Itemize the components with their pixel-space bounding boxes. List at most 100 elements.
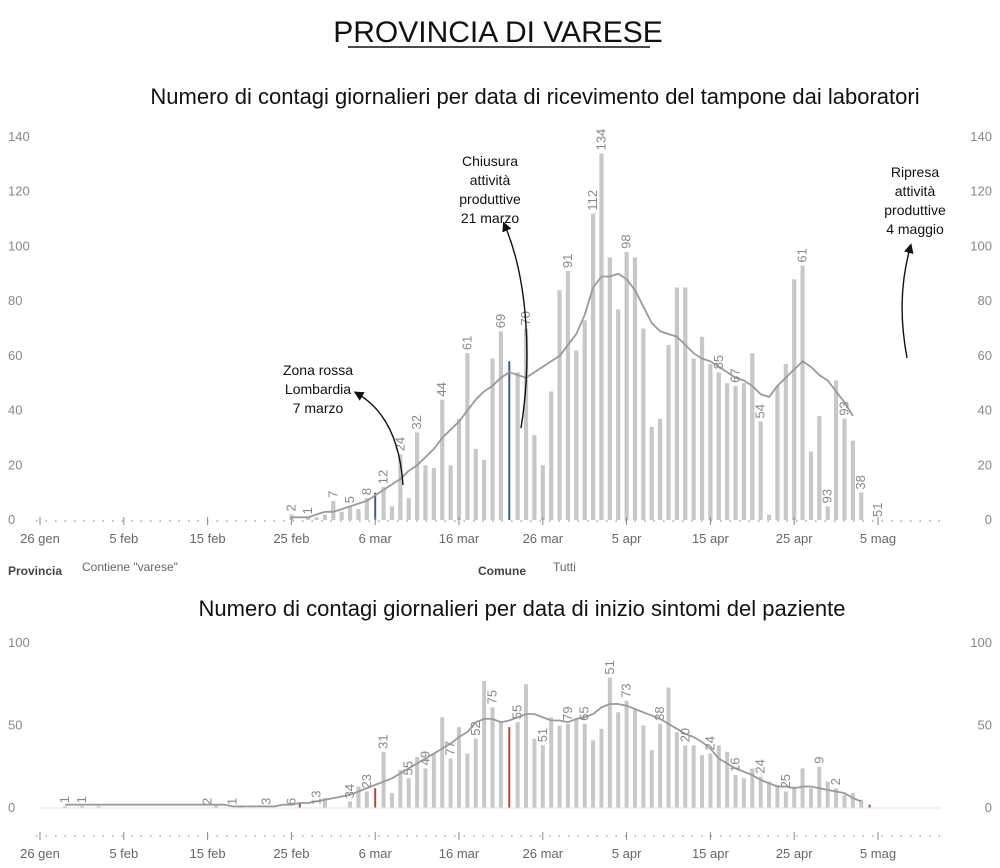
chart1-bar: [381, 487, 386, 520]
chart1-bar: [515, 372, 520, 520]
chart1-bar: [339, 511, 344, 520]
chart1-bar: [565, 271, 571, 520]
chart1-x-tick-label: 26 mar: [523, 531, 564, 546]
chart1-bar: [574, 350, 579, 520]
chart2-ytick-left: 0: [8, 800, 15, 815]
chart1-ytick-left: 140: [8, 129, 30, 144]
chart2-bar: [800, 768, 805, 808]
chart2-bar: [381, 751, 386, 808]
arrow-chiusura: [502, 221, 528, 429]
chart2-bar: [473, 738, 478, 808]
chart2-bar: [591, 740, 596, 808]
chart1-data-label: 12: [376, 470, 391, 484]
chart2-data-label: 1: [57, 796, 72, 803]
chart1-bar: [859, 492, 864, 520]
chart2-data-label: 6: [283, 798, 298, 805]
chart1-bar: [708, 364, 713, 520]
chart2-data-label: 23: [359, 774, 374, 788]
chart2-bar: [524, 684, 529, 808]
chart1-x-tick-label: 6 mar: [359, 531, 393, 546]
chart2-x-tick-label: 5 apr: [612, 846, 642, 861]
chart2-bar: [574, 718, 579, 808]
chart2-bar: [96, 806, 101, 808]
chart1-data-label: 2: [283, 504, 298, 511]
chart2-bar: [674, 732, 679, 808]
chart1-data-label: 7: [325, 491, 340, 498]
chart2-data-label: 49: [418, 751, 433, 765]
chart2-bar: [632, 709, 637, 808]
chart2-bar: [63, 806, 68, 808]
chart2-bar: [515, 722, 520, 808]
filter-provincia-label: Provincia: [8, 564, 62, 578]
arrow-zona-rossa: [353, 391, 404, 486]
chart2-bar: [859, 799, 864, 808]
chart2-bar: [457, 727, 461, 808]
chart2-ytick-left: 100: [8, 635, 30, 650]
chart2-x-tick-label: 15 apr: [692, 846, 730, 861]
chart2-bar: [364, 791, 369, 808]
chart2-moving-average-line: [65, 703, 862, 808]
chart1-data-label: 61: [795, 248, 810, 262]
chart1-bar: [624, 251, 629, 520]
filter-provincia-value[interactable]: Contiene "varese": [82, 560, 178, 574]
chart1-bar: [523, 328, 529, 520]
chart1-data-label: 112: [585, 190, 600, 211]
chart1-x-tick-label: 25 feb: [273, 531, 309, 546]
chart2-bar-highlight: [298, 803, 301, 808]
chart1-ytick-right: 40: [978, 403, 992, 418]
chart1-bar: [356, 509, 361, 520]
chart2-ytick-right: 50: [978, 718, 992, 733]
chart1-bar: [758, 421, 763, 520]
chart1-data-label: 32: [409, 415, 424, 429]
chart2-bar: [741, 778, 746, 808]
chart1-data-label: 51: [870, 503, 885, 517]
chart2-bar: [582, 723, 587, 808]
chart1-bar: [750, 353, 755, 520]
chart1-x-tick-label: 15 apr: [692, 531, 730, 546]
chart2-bar: [767, 781, 772, 808]
chart2-x-tick-label: 5 mag: [860, 846, 896, 861]
chart1-x-tick-label: 16 mar: [439, 531, 480, 546]
page-title: PROVINCIA DI VARESE: [333, 16, 663, 49]
chart1-bar: [817, 416, 822, 520]
chart2-data-label: 9: [811, 757, 826, 764]
chart2-data-label: 24: [702, 736, 717, 750]
chart1-bar: [766, 514, 772, 520]
chart2-x-tick-label: 26 mar: [523, 846, 564, 861]
chart1-bar: [674, 287, 679, 520]
chart2-x-tick-label: 5 feb: [109, 846, 138, 861]
chart2-data-label: 2: [200, 798, 215, 805]
chart2-data-label: 75: [485, 690, 500, 704]
chart2-bar: [431, 753, 436, 808]
annotation-zona-rossa-text: 7 marzo: [293, 400, 344, 416]
chart1-bar: [590, 213, 596, 520]
chart1-bar: [347, 506, 353, 520]
chart2-data-label: 13: [309, 791, 324, 805]
chart2-bar: [322, 798, 327, 808]
chart1-bar: [658, 418, 663, 520]
chart1-ytick-right: 100: [970, 238, 992, 253]
chart1-ytick-left: 40: [8, 403, 22, 418]
chart1-data-label: 69: [493, 314, 508, 328]
chart1-data-label: 134: [594, 129, 609, 151]
chart2-bar: [389, 793, 394, 808]
chart1-bar: [314, 517, 319, 520]
chart1-bar: [599, 153, 604, 520]
chart1-bar: [649, 426, 654, 520]
chart1-bar: [725, 383, 730, 520]
chart1-bar: [540, 465, 545, 520]
chart2-data-label: 3: [258, 798, 273, 805]
chart2-bar: [565, 723, 570, 808]
chart1-bar: [456, 418, 462, 520]
chart2-data-label: 77: [443, 741, 458, 755]
chart1-bar: [557, 290, 562, 520]
annotation-zona-rossa-text: Zona rossa: [283, 362, 353, 378]
annotation-chiusura-text: produttive: [459, 191, 521, 207]
chart2-data-label: 38: [652, 706, 667, 720]
chart2-bar: [842, 794, 847, 808]
filter-comune-value[interactable]: Tutti: [553, 560, 576, 574]
annotation-ripresa-text: produttive: [884, 202, 946, 218]
chart1-bar: [389, 506, 395, 520]
chart2-x-tick-label: 16 mar: [439, 846, 480, 861]
